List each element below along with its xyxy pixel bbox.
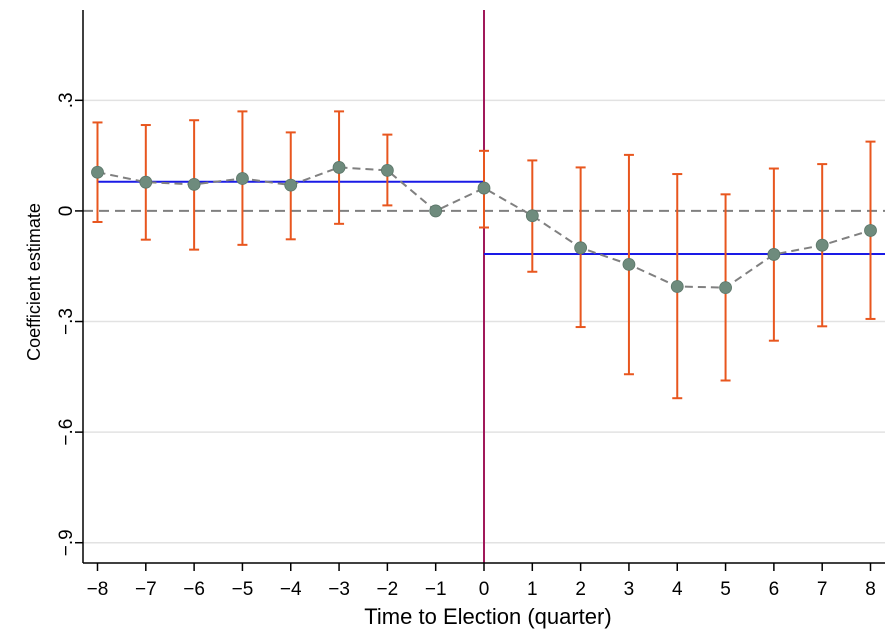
estimate-point-3 <box>622 257 636 271</box>
y-tick-label-4: .3 <box>56 92 77 108</box>
estimate-point--3 <box>332 161 346 174</box>
estimate-point-6 <box>767 248 781 261</box>
x-tick-label-16: 8 <box>865 579 876 600</box>
x-tick-label-4: −4 <box>280 579 302 600</box>
y-axis-label: Coefficient estimate <box>24 203 44 361</box>
y-tick-label-2: −.3 <box>56 308 77 335</box>
estimate-point--6 <box>187 177 201 191</box>
x-tick-label-2: −6 <box>183 579 205 600</box>
estimate-point--2 <box>380 163 394 177</box>
estimate-point-8 <box>864 224 877 237</box>
x-tick-label-8: 0 <box>479 579 490 600</box>
axes <box>75 10 885 571</box>
x-tick-label-3: −5 <box>232 579 254 600</box>
estimate-points <box>91 161 877 295</box>
y-tick-label-1: −.6 <box>56 419 77 446</box>
estimate-point-2 <box>574 241 588 255</box>
estimate-point--4 <box>284 178 298 192</box>
estimate-point--1 <box>429 204 443 218</box>
estimate-point-0 <box>477 181 491 195</box>
reference-lines <box>83 10 885 563</box>
estimate-connector-line <box>97 166 871 289</box>
estimate-point-1 <box>525 209 539 223</box>
x-tick-label-0: −8 <box>87 579 109 600</box>
x-tick-label-7: −1 <box>425 579 447 600</box>
estimate-point-7 <box>815 238 829 252</box>
y-tick-label-3: 0 <box>56 206 77 217</box>
estimate-point--8 <box>91 165 104 179</box>
estimate-point-5 <box>719 281 732 295</box>
x-tick-label-14: 6 <box>769 579 780 600</box>
x-tick-label-5: −3 <box>328 579 350 600</box>
x-tick-label-13: 5 <box>720 579 731 600</box>
estimate-connector <box>97 166 871 289</box>
x-tick-label-10: 2 <box>575 579 586 600</box>
y-tick-label-0: −.9 <box>56 529 77 556</box>
x-tick-label-12: 4 <box>672 579 683 600</box>
x-tick-label-6: −2 <box>377 579 399 600</box>
x-tick-label-15: 7 <box>817 579 828 600</box>
estimate-point--7 <box>139 175 153 189</box>
estimate-point-4 <box>670 280 684 293</box>
tick-labels: −8 −7 −6 −5 −4 −3 −2 −1 0 1 2 3 4 5 6 7 8 −.9 −.6 −.3 0 .3 <box>56 92 876 600</box>
estimate-point--5 <box>236 172 249 185</box>
x-tick-label-11: 3 <box>624 579 635 600</box>
x-tick-label-1: −7 <box>135 579 157 600</box>
x-axis-label: Time to Election (quarter) <box>364 604 611 629</box>
x-tick-label-9: 1 <box>527 579 538 600</box>
